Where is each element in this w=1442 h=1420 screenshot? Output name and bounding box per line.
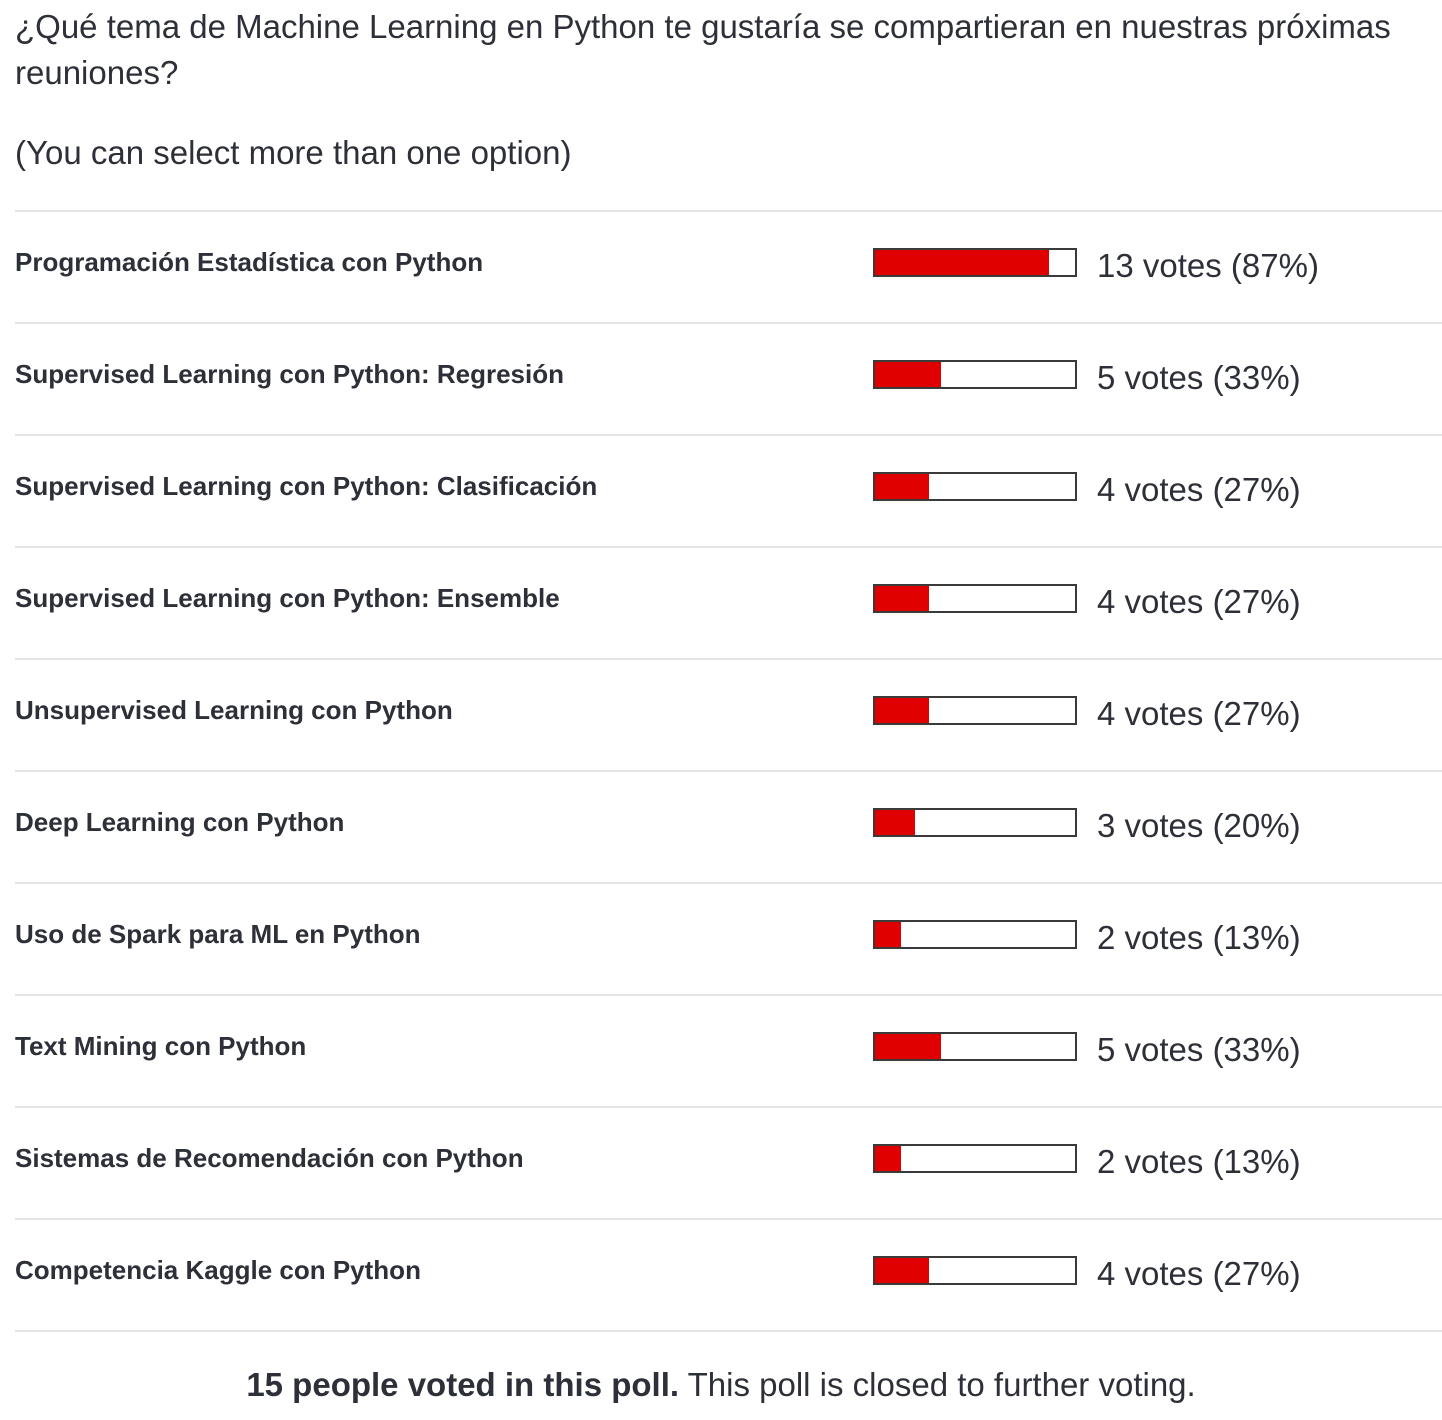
poll-voter-count: 15 people voted in this poll.: [246, 1366, 680, 1403]
poll-option-bar: [873, 920, 1077, 949]
poll-option-bar-fill: [875, 1258, 929, 1283]
poll-option-votes: 4 votes (27%): [1097, 583, 1301, 620]
poll-option-votes: 4 votes (27%): [1097, 471, 1301, 508]
poll-option-label: Text Mining con Python: [15, 1031, 307, 1061]
poll-option-bar: [873, 696, 1077, 725]
poll-option-bar-fill: [875, 586, 929, 611]
poll-option-label: Supervised Learning con Python: Clasific…: [15, 471, 598, 501]
poll-option: Supervised Learning con Python: Regresió…: [15, 324, 1442, 436]
poll-option-bar-fill: [875, 362, 941, 387]
poll-option-label: Programación Estadística con Python: [15, 247, 484, 277]
poll-option-bar-fill: [875, 810, 915, 835]
poll-option-label: Deep Learning con Python: [15, 807, 345, 837]
poll-option-label: Unsupervised Learning con Python: [15, 695, 453, 725]
poll-option: Competencia Kaggle con Python 4 votes (27…: [15, 1220, 1442, 1332]
poll-option-votes: 4 votes (27%): [1097, 1255, 1301, 1292]
poll-option-votes: 2 votes (13%): [1097, 1143, 1301, 1180]
poll-option: Programación Estadística con Python 13 vo…: [15, 212, 1442, 324]
poll-option: Text Mining con Python 5 votes (33%): [15, 996, 1442, 1108]
poll-option-bar-fill: [875, 1146, 901, 1171]
poll-option-votes: 5 votes (33%): [1097, 359, 1301, 396]
poll-option: Unsupervised Learning con Python 4 votes …: [15, 660, 1442, 772]
poll-option: Deep Learning con Python 3 votes (20%): [15, 772, 1442, 884]
poll-option-bar: [873, 1144, 1077, 1173]
poll-option-votes: 2 votes (13%): [1097, 919, 1301, 956]
poll-option: Uso de Spark para ML en Python 2 votes (1…: [15, 884, 1442, 996]
poll-option: Supervised Learning con Python: Clasific…: [15, 436, 1442, 548]
poll-option-bar-fill: [875, 922, 901, 947]
poll-option-bar-fill: [875, 1034, 941, 1059]
poll-option-votes: 3 votes (20%): [1097, 807, 1301, 844]
poll-option-bar-fill: [875, 474, 929, 499]
poll-option-bar-fill: [875, 698, 929, 723]
poll-option-bar-fill: [875, 250, 1049, 275]
poll-option-votes: 4 votes (27%): [1097, 695, 1301, 732]
poll-option: Supervised Learning con Python: Ensemble…: [15, 548, 1442, 660]
poll-option-votes: 13 votes (87%): [1097, 247, 1319, 284]
poll-option-votes: 5 votes (33%): [1097, 1031, 1301, 1068]
poll-option-bar: [873, 472, 1077, 501]
poll-option-bar: [873, 248, 1077, 277]
poll-option-bar: [873, 1032, 1077, 1061]
poll-footer: 15 people voted in this poll. This poll …: [0, 1362, 1442, 1408]
poll-option-bar: [873, 808, 1077, 837]
poll-option-label: Supervised Learning con Python: Regresió…: [15, 359, 564, 389]
poll-option-label: Competencia Kaggle con Python: [15, 1255, 421, 1285]
poll-note: (You can select more than one option): [15, 134, 572, 171]
poll-question: ¿Qué tema de Machine Learning en Python …: [15, 8, 1391, 91]
poll-option-label: Sistemas de Recomendación con Python: [15, 1143, 524, 1173]
poll-closed-notice: This poll is closed to further voting.: [679, 1366, 1196, 1403]
poll-option-label: Supervised Learning con Python: Ensemble: [15, 583, 560, 613]
poll-option: Sistemas de Recomendación con Python 2 vo…: [15, 1108, 1442, 1220]
poll-option-bar: [873, 1256, 1077, 1285]
poll-option-bar: [873, 360, 1077, 389]
poll-options: Programación Estadística con Python 13 vo…: [15, 210, 1442, 1332]
poll-option-label: Uso de Spark para ML en Python: [15, 919, 421, 949]
poll-option-bar: [873, 584, 1077, 613]
